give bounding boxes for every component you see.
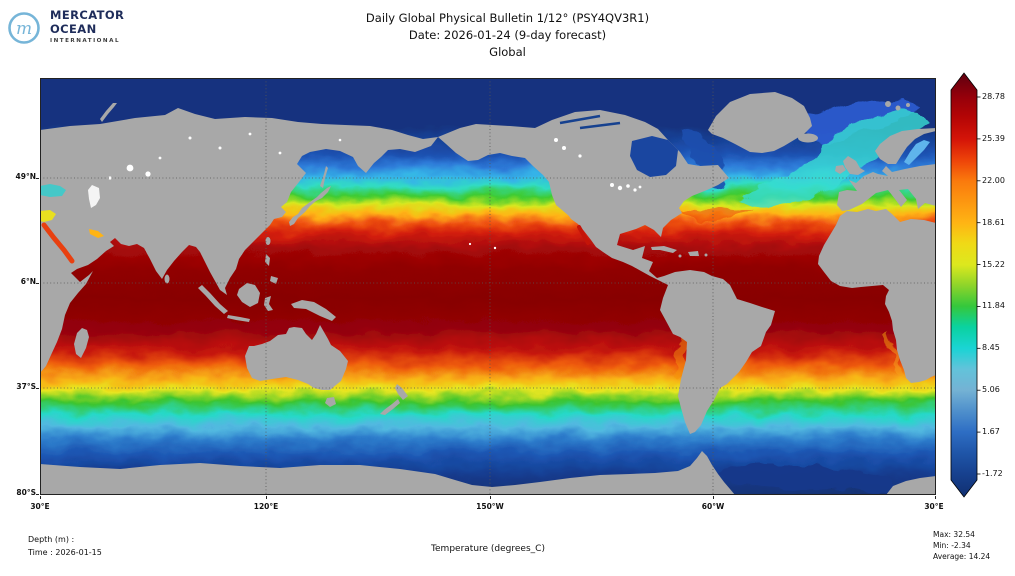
red-sea [41,222,75,264]
world-sst-map [40,78,936,495]
landmass-americas [438,110,775,434]
mediterranean-east [40,210,56,222]
landmass-australia [245,325,348,390]
landmass-scandinavia [875,128,936,164]
land-masses [40,92,936,495]
cb-tick-9: -1.72 [982,469,1003,478]
mercator-logo: m MERCATOR OCEAN INTERNATIONAL [6,8,176,58]
x-tick-150w: 150°W [476,502,504,511]
brand-line-2: OCEAN [50,21,97,36]
colorbar [949,71,983,501]
island-iceland [798,133,818,143]
island-madagascar [74,328,89,358]
x-tick-30e-right: 30°E [924,502,944,511]
island-new-zealand-south [380,399,400,415]
cb-tick-8: 1.67 [982,427,1000,436]
island-borneo [237,283,260,307]
island-cuba [651,246,677,253]
cb-tick-3: 18.61 [982,218,1005,227]
brand-line-1: MERCATOR [50,8,125,22]
region-line: Global [489,45,526,59]
island-java [227,315,250,322]
landmass-eurasia [40,108,438,373]
landmass-greenland [708,92,812,153]
hudson-bay [630,136,678,177]
x-tick-120e: 120°E [253,502,279,511]
stat-max: Max: 32.54 [933,530,975,539]
caspian-sea [88,185,100,208]
island-luzon [265,254,270,266]
island-uk [843,156,865,175]
gulf-of-california [577,225,590,245]
sst-heatmap-canvas [40,78,936,495]
black-sea [40,184,66,197]
island-hainan [237,250,243,256]
stat-average: Average: 14.24 [933,552,991,561]
y-tick-80s: 80°S [16,488,36,497]
y-tick-37s: 37°S [16,382,36,391]
landmass-antarctica-east [886,476,936,495]
svg-text:m: m [16,19,32,39]
persian-gulf [89,229,104,238]
landmass-antarctica [40,451,735,495]
cb-tick-7: 5.06 [982,385,1000,394]
island-hispaniola [688,251,699,256]
time-label: Time : 2026-01-15 [28,548,102,557]
cb-tick-6: 8.45 [982,343,1000,352]
depth-label: Depth (m) : [28,535,75,544]
variable-label: Temperature (degrees_C) [431,544,545,554]
cb-tick-0: 28.78 [982,92,1005,101]
date-line: Date: 2026-01-24 (9-day forecast) [408,28,607,42]
cb-tick-2: 22.00 [982,176,1005,185]
island-mindanao [270,276,278,284]
island-sakhalin [320,166,328,188]
stat-min: Min: -2.34 [933,541,971,550]
landmass-africa [818,209,936,383]
landmass-europe [837,164,936,211]
island-japan [289,186,331,226]
grid-lines [40,78,936,495]
island-new-guinea [291,300,336,321]
island-ireland [835,165,846,174]
y-tick-49n: 49°N [15,172,36,181]
island-new-zealand-north [395,384,408,400]
y-tick-6n: 6°N [20,277,36,286]
baltic-sea [904,140,930,165]
cb-tick-5: 11.84 [982,301,1005,310]
brand-line-3: INTERNATIONAL [50,38,121,44]
cb-tick-1: 25.39 [982,134,1005,143]
map-border [40,78,936,495]
island-sumatra [198,285,228,314]
inland-seas [40,114,930,264]
colorbar-gradient [950,72,981,498]
cb-tick-4: 15.22 [982,260,1005,269]
x-tick-60w: 60°W [701,502,725,511]
island-sri-lanka [164,274,170,284]
page-title: Daily Global Physical Bulletin 1/12° (PS… [365,11,650,25]
x-tick-30e-left: 30°E [30,502,50,511]
island-tasmania [325,397,336,407]
island-taiwan [265,237,271,245]
logo-monogram-icon: m [8,12,40,44]
